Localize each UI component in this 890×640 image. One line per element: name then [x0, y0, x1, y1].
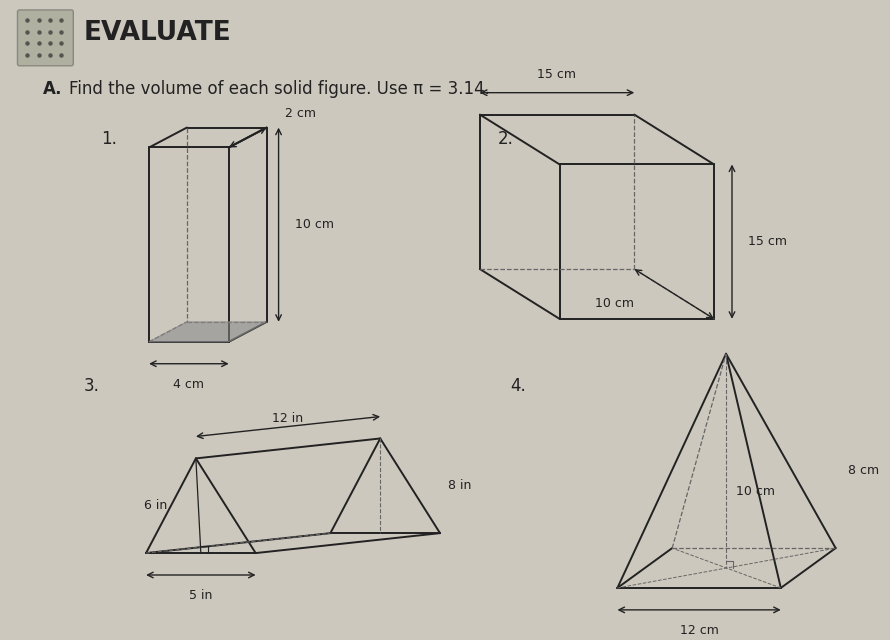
Text: 15 cm: 15 cm [537, 68, 576, 81]
Text: A.: A. [44, 80, 63, 98]
Text: 15 cm: 15 cm [748, 235, 787, 248]
Text: 12 in: 12 in [272, 412, 303, 424]
Text: 12 cm: 12 cm [680, 624, 718, 637]
Text: 8 cm: 8 cm [847, 464, 878, 477]
Text: 6 in: 6 in [144, 499, 167, 512]
Text: 2 cm: 2 cm [285, 107, 316, 120]
Text: 8 in: 8 in [448, 479, 472, 492]
Text: Find the volume of each solid figure. Use π = 3.14.: Find the volume of each solid figure. Us… [69, 80, 490, 98]
Text: 5 in: 5 in [190, 589, 213, 602]
FancyBboxPatch shape [18, 10, 73, 66]
Text: 4.: 4. [510, 377, 525, 395]
Text: 3.: 3. [84, 377, 99, 395]
Text: 10 cm: 10 cm [736, 484, 775, 498]
Text: 4 cm: 4 cm [174, 378, 205, 390]
Polygon shape [149, 322, 267, 342]
Text: 2.: 2. [498, 129, 514, 148]
Text: 10 cm: 10 cm [295, 218, 334, 230]
Text: 10 cm: 10 cm [595, 297, 634, 310]
Text: 1.: 1. [101, 129, 117, 148]
Text: EVALUATE: EVALUATE [84, 20, 231, 46]
